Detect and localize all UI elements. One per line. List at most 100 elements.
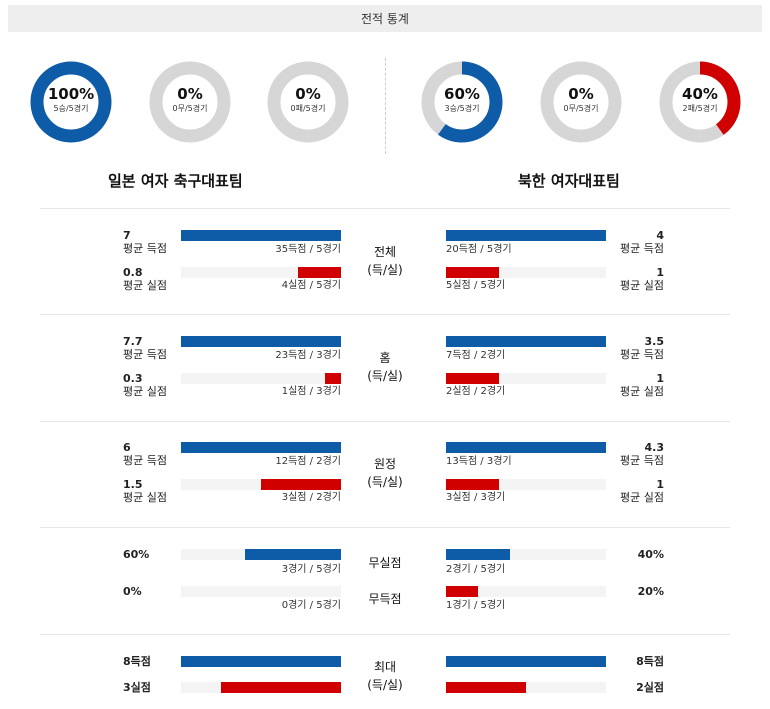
left-avg-conceded-label: 평균 실점	[123, 385, 167, 398]
ring-sub: 0패/5경기	[290, 104, 326, 113]
right-scored-track	[446, 442, 606, 453]
ring-pct: 0%	[177, 85, 203, 103]
right-avg-conceded-val: 1	[656, 478, 664, 491]
ring-track	[149, 61, 231, 143]
left-conceded-note: 1실점 / 3경기	[281, 386, 341, 397]
left-noscore-track	[181, 586, 341, 597]
left-scored-track	[181, 230, 341, 241]
right-avg-scored-val: 4.3	[644, 441, 665, 454]
right-avg-scored-label: 평균 득점	[620, 242, 664, 255]
right-conceded-note: 2실점 / 2경기	[446, 386, 506, 397]
right-max-scored: 8득점	[636, 655, 664, 668]
left-scored-bar	[181, 230, 341, 241]
ring-sub: 0무/5경기	[563, 104, 599, 113]
right-avg-conceded-label: 평균 실점	[620, 385, 664, 398]
left-avg-scored-label: 평균 득점	[123, 454, 167, 467]
left-avg-scored-val: 6	[123, 441, 131, 454]
ring-right-draw: 0% 0무/5경기	[539, 60, 623, 144]
ring-sub: 3승/5경기	[444, 104, 480, 113]
right-max-scored-bar	[446, 656, 606, 667]
right-scored-note: 20득점 / 5경기	[446, 244, 512, 255]
right-noscore-bar	[446, 586, 478, 597]
right-conceded-track	[446, 373, 606, 384]
left-noscore-val: 0%	[123, 585, 142, 598]
ring-pct: 0%	[295, 85, 321, 103]
right-noscore-val: 20%	[637, 585, 664, 598]
left-conceded-note: 3실점 / 2경기	[281, 492, 341, 503]
divider	[40, 634, 730, 635]
left-conceded-track	[181, 479, 341, 490]
ring-right-loss: 40% 2패/5경기	[658, 60, 742, 144]
right-avg-scored-label: 평균 득점	[620, 454, 664, 467]
left-avg-scored-label: 평균 득점	[123, 348, 167, 361]
right-clean-track	[446, 549, 606, 560]
left-max-scored-track	[181, 656, 341, 667]
right-scored-bar	[446, 336, 606, 347]
left-conceded-note: 4실점 / 5경기	[281, 280, 341, 291]
right-avg-scored-val: 4	[656, 229, 664, 242]
clean-label: 무실점	[368, 556, 402, 570]
right-conceded-note: 3실점 / 3경기	[446, 492, 506, 503]
left-avg-conceded-val: 0.8	[123, 266, 143, 279]
left-clean-val: 60%	[123, 548, 150, 561]
right-scored-note: 7득점 / 2경기	[446, 350, 506, 361]
right-clean-note: 2경기 / 5경기	[446, 564, 506, 575]
left-noscore-note: 0경기 / 5경기	[281, 600, 341, 611]
ring-fill	[421, 61, 503, 143]
left-avg-conceded-val: 1.5	[123, 478, 143, 491]
ring-pct: 0%	[568, 85, 594, 103]
right-max-conceded-bar	[446, 682, 526, 693]
ring-sub: 0무/5경기	[172, 104, 208, 113]
divider	[40, 421, 730, 422]
right-avg-scored-label: 평균 득점	[620, 348, 664, 361]
ring-right-win-chart	[421, 61, 503, 143]
right-max-conceded: 2실점	[636, 681, 664, 694]
left-scored-note: 23득점 / 3경기	[275, 350, 341, 361]
left-avg-scored-label: 평균 득점	[123, 242, 167, 255]
left-clean-track	[181, 549, 341, 560]
right-conceded-track	[446, 479, 606, 490]
ring-right-win: 60% 3승/5경기	[420, 60, 504, 144]
left-clean-note: 3경기 / 5경기	[281, 564, 341, 575]
ring-track	[540, 61, 622, 143]
section-label-1: 전체	[373, 245, 397, 259]
left-conceded-track	[181, 373, 341, 384]
right-conceded-bar	[446, 373, 499, 384]
ring-left-win: 100% 5승/5경기	[29, 60, 113, 144]
divider	[40, 314, 730, 315]
right-conceded-bar	[446, 267, 499, 278]
left-conceded-bar	[325, 373, 341, 384]
left-max-scored: 8득점	[123, 655, 151, 668]
left-scored-note: 35득점 / 5경기	[275, 244, 341, 255]
left-max-scored-bar	[181, 656, 341, 667]
left-max-conceded: 3실점	[123, 681, 151, 694]
right-scored-track	[446, 230, 606, 241]
right-clean-val: 40%	[637, 548, 664, 561]
left-conceded-bar	[297, 267, 341, 278]
right-max-conceded-track	[446, 682, 606, 693]
section-label-1: 홈	[379, 351, 391, 365]
section-label-2: (득/실)	[367, 263, 403, 277]
ring-fill	[30, 61, 112, 143]
right-conceded-bar	[446, 479, 499, 490]
right-avg-conceded-label: 평균 실점	[620, 279, 664, 292]
ring-pct: 40%	[682, 85, 718, 103]
section-label-2: (득/실)	[367, 475, 403, 489]
right-max-scored-track	[446, 656, 606, 667]
right-noscore-note: 1경기 / 5경기	[446, 600, 506, 611]
team-left-name: 일본 여자 축구대표팀	[108, 172, 243, 190]
ring-left-loss-chart	[267, 61, 349, 143]
left-clean-bar	[245, 549, 341, 560]
left-scored-bar	[181, 336, 341, 347]
ring-left-draw-chart	[149, 61, 231, 143]
right-avg-conceded-val: 1	[656, 372, 664, 385]
left-conceded-bar	[261, 479, 341, 490]
ring-divider	[385, 58, 386, 154]
left-avg-conceded-label: 평균 실점	[123, 279, 167, 292]
left-conceded-track	[181, 267, 341, 278]
ring-pct: 60%	[444, 85, 480, 103]
section-label-1: 원정	[373, 457, 397, 471]
divider	[40, 208, 730, 209]
left-scored-note: 12득점 / 2경기	[275, 456, 341, 467]
right-scored-bar	[446, 230, 606, 241]
